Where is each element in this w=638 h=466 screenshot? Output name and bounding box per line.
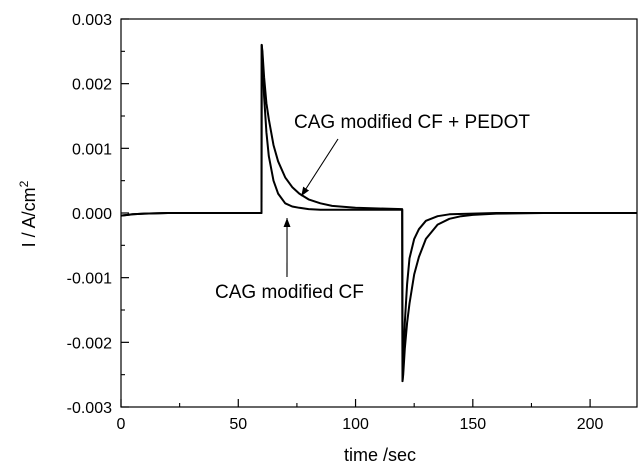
y-tick-label: 0.003 <box>72 12 112 29</box>
x-tick-label: 50 <box>229 416 247 433</box>
y-tick-label: 0.001 <box>72 141 112 158</box>
y-tick-label: -0.001 <box>67 271 112 288</box>
tick-labels: 0 50 100 150 200 -0.003 -0.002 -0.001 0.000 0.001… <box>67 12 604 433</box>
y-tick-label: -0.002 <box>67 335 112 352</box>
y-tick-label: -0.003 <box>67 400 112 417</box>
axis-ticks <box>120 18 591 408</box>
y-axis-title: I / A/cm2 <box>17 180 39 247</box>
annotation-label-cf: CAG modified CF <box>215 282 364 303</box>
x-axis-title: time /sec <box>344 445 416 465</box>
annotation-arrow-pedot <box>300 138 339 197</box>
x-tick-label: 0 <box>117 416 126 433</box>
plot-frame <box>120 18 638 408</box>
y-tick-label: 0.002 <box>72 77 112 94</box>
series-line-2 <box>120 43 637 383</box>
annotation-label-pedot: CAG modified CF + PEDOT <box>294 112 530 133</box>
annotation-layer: CAG modified CF + PEDOT CAG modified CF <box>215 112 530 303</box>
x-tick-label: 100 <box>342 416 369 433</box>
x-tick-label: 200 <box>577 416 604 433</box>
y-axis-title-sup: 2 <box>17 180 31 187</box>
series-layer <box>120 43 637 383</box>
x-tick-label: 150 <box>459 416 486 433</box>
y-axis-title-main: I / A/cm <box>19 187 39 247</box>
y-tick-label: 0.000 <box>72 206 112 223</box>
